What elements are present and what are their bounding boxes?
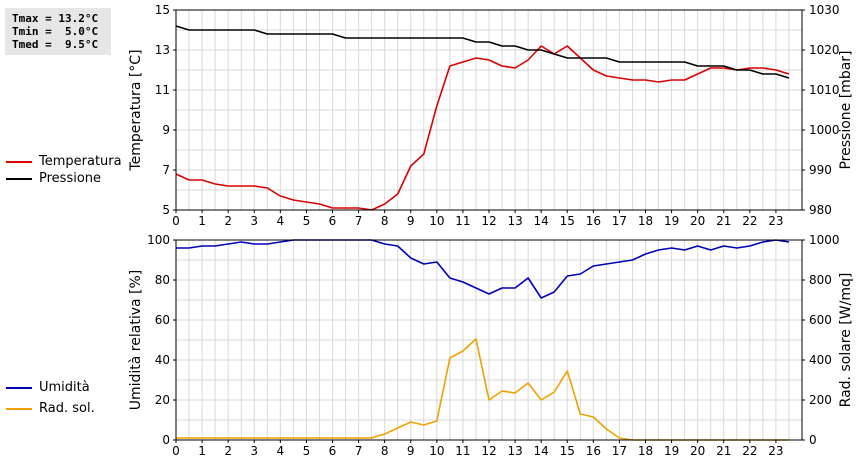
legend-label-pressione: Pressione xyxy=(39,171,102,186)
x-tick-label: 19 xyxy=(664,214,679,228)
x-tick-label: 16 xyxy=(586,214,601,228)
grid-top xyxy=(176,10,802,210)
x-tick-label: 1 xyxy=(198,214,206,228)
stats-box: Tmax = 13.2°C Tmin = 5.0°C Tmed = 9.5°C xyxy=(5,8,111,55)
x-tick-label: 10 xyxy=(429,444,444,458)
x-tick-label: 23 xyxy=(768,214,783,228)
y-right-tick-label: 1020 xyxy=(809,43,840,57)
x-tick-label: 9 xyxy=(407,444,415,458)
x-tick-label: 20 xyxy=(690,214,705,228)
x-tick-label: 2 xyxy=(224,444,232,458)
y-right-tick-label: 1030 xyxy=(809,3,840,17)
y-left-tick-label: 15 xyxy=(155,3,170,17)
x-tick-label: 16 xyxy=(586,444,601,458)
x-tick-label: 18 xyxy=(638,214,653,228)
x-tick-label: 19 xyxy=(664,444,679,458)
x-tick-label: 14 xyxy=(534,214,549,228)
y-right-tick-label: 200 xyxy=(809,393,832,407)
x-tick-label: 7 xyxy=(355,214,363,228)
y-right-tick-label: 1000 xyxy=(809,233,840,247)
y-right-tick-label: 1000 xyxy=(809,123,840,137)
x-tick-label: 4 xyxy=(277,444,285,458)
x-tick-label: 3 xyxy=(250,444,258,458)
x-tick-label: 18 xyxy=(638,444,653,458)
x-tick-label: 20 xyxy=(690,444,705,458)
y-left-axis-label-bottom: Umidità relativa [%] xyxy=(128,270,144,411)
x-tick-label: 3 xyxy=(250,214,258,228)
x-tick-label: 14 xyxy=(534,444,549,458)
x-tick-label: 9 xyxy=(407,214,415,228)
x-tick-label: 0 xyxy=(172,444,180,458)
x-tick-label: 17 xyxy=(612,214,627,228)
x-tick-label: 22 xyxy=(742,444,757,458)
x-tick-label: 5 xyxy=(303,444,311,458)
y-right-tick-label: 1010 xyxy=(809,83,840,97)
chart-bottom: 0 1 2 3 4 5 6 7 8 9 10 11 12 13 14 15 16 17 18 19 20 21 22 2302… xyxy=(128,233,854,458)
x-tick-label: 21 xyxy=(716,444,731,458)
x-tick-label: 1 xyxy=(198,444,206,458)
legend-swatch-temperatura xyxy=(6,161,32,163)
x-tick-label: 8 xyxy=(381,444,389,458)
y-left-axis-label-top: Temperatura [°C] xyxy=(128,49,144,171)
x-tick-label: 0 xyxy=(172,214,180,228)
x-tick-label: 2 xyxy=(224,214,232,228)
stat-tmax: Tmax = 13.2°C xyxy=(12,12,99,25)
x-tick-label: 6 xyxy=(329,444,337,458)
series-line-top-0 xyxy=(175,45,790,211)
x-tick-label: 15 xyxy=(560,214,575,228)
y-left-tick-label: 80 xyxy=(155,273,170,287)
stat-tmin: Tmin = 5.0°C xyxy=(12,25,99,38)
y-left-tick-label: 7 xyxy=(162,163,170,177)
y-left-tick-label: 60 xyxy=(155,313,170,327)
x-tick-label: 15 xyxy=(560,444,575,458)
y-right-tick-label: 0 xyxy=(809,433,817,447)
y-right-axis-label-top: Pressione [mbar] xyxy=(838,50,854,169)
x-tick-label: 10 xyxy=(429,214,444,228)
legend-swatch-umidita xyxy=(6,387,32,389)
legend-swatch-pressione xyxy=(6,178,32,180)
x-tick-label: 8 xyxy=(381,214,389,228)
chart-top: 0 1 2 3 4 5 6 7 8 9 10 11 12 13 14 15 16 17 18 19 20 21 22 2357… xyxy=(128,3,854,228)
legend-label-umidita: Umidità xyxy=(39,380,90,395)
x-tick-label: 7 xyxy=(355,444,363,458)
x-tick-label: 21 xyxy=(716,214,731,228)
x-tick-label: 11 xyxy=(455,444,470,458)
x-tick-label: 12 xyxy=(481,214,496,228)
stat-tmed: Tmed = 9.5°C xyxy=(12,38,99,51)
y-left-tick-label: 11 xyxy=(155,83,170,97)
y-right-axis-label-bottom: Rad. solare [W/mq] xyxy=(838,273,854,408)
y-left-tick-label: 40 xyxy=(155,353,170,367)
y-left-tick-label: 0 xyxy=(162,433,170,447)
y-left-tick-label: 13 xyxy=(155,43,170,57)
x-tick-label: 4 xyxy=(277,214,285,228)
y-left-tick-label: 100 xyxy=(147,233,170,247)
x-tick-label: 11 xyxy=(455,214,470,228)
x-tick-label: 22 xyxy=(742,214,757,228)
x-tick-label: 5 xyxy=(303,214,311,228)
y-left-tick-label: 5 xyxy=(162,203,170,217)
y-left-tick-label: 9 xyxy=(162,123,170,137)
x-tick-label: 12 xyxy=(481,444,496,458)
y-right-tick-label: 800 xyxy=(809,273,832,287)
series-line-top-1 xyxy=(175,25,790,79)
legend-label-temperatura: Temperatura xyxy=(39,154,122,169)
y-right-tick-label: 600 xyxy=(809,313,832,327)
x-tick-label: 13 xyxy=(507,214,522,228)
y-right-tick-label: 400 xyxy=(809,353,832,367)
x-tick-label: 23 xyxy=(768,444,783,458)
legend-label-rad-sol: Rad. sol. xyxy=(39,401,95,416)
x-tick-label: 6 xyxy=(329,214,337,228)
y-right-tick-label: 980 xyxy=(809,203,832,217)
x-tick-label: 13 xyxy=(507,444,522,458)
y-left-tick-label: 20 xyxy=(155,393,170,407)
legend-swatch-rad-sol xyxy=(6,408,32,410)
y-right-tick-label: 990 xyxy=(809,163,832,177)
x-tick-label: 17 xyxy=(612,444,627,458)
series-line-bottom-0 xyxy=(176,239,790,299)
